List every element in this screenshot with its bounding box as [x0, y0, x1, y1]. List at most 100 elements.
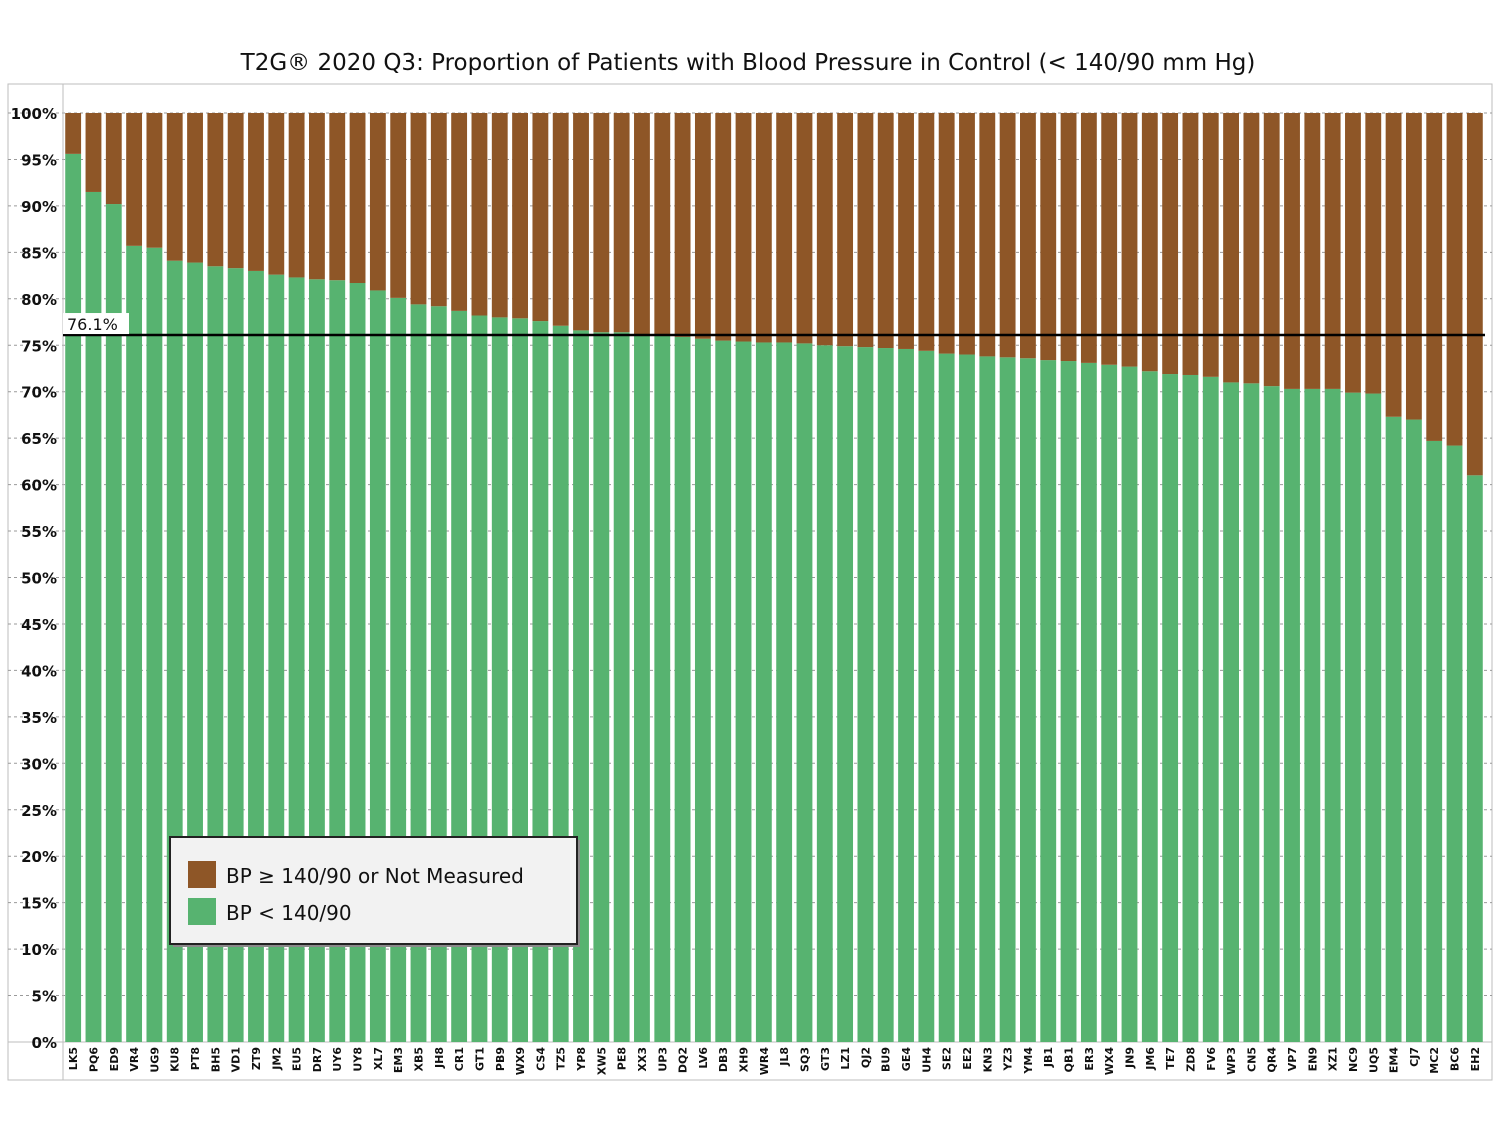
x-category-label: CS4	[534, 1047, 547, 1071]
bar-controlled	[735, 341, 752, 1042]
x-category-label: EE2	[961, 1047, 974, 1070]
bar-elevated	[471, 113, 488, 316]
bar-elevated	[999, 113, 1016, 358]
x-category-label: UP3	[656, 1047, 669, 1072]
bar-controlled	[126, 245, 143, 1043]
bar-elevated	[430, 113, 447, 307]
x-category-label: PQ6	[87, 1047, 100, 1072]
bar-controlled	[1182, 374, 1199, 1042]
bar-elevated	[1324, 113, 1341, 389]
bar-elevated	[166, 113, 183, 261]
bar-elevated	[898, 113, 914, 349]
x-category-label: BH5	[209, 1047, 222, 1072]
bar-controlled	[918, 350, 935, 1043]
bar-elevated	[1426, 113, 1443, 441]
bar-controlled	[1202, 376, 1219, 1042]
bar-elevated	[1345, 113, 1361, 393]
x-category-label: QJ2	[859, 1047, 872, 1068]
bar-elevated	[1182, 113, 1199, 375]
bar-elevated	[1405, 113, 1422, 420]
bar-elevated	[105, 113, 122, 205]
x-category-label: WX4	[1103, 1047, 1116, 1076]
bar-controlled	[776, 342, 793, 1042]
y-tick-label: 65%	[21, 430, 57, 448]
legend-label-controlled: BP < 140/90	[226, 901, 352, 925]
bar-controlled	[999, 357, 1016, 1042]
bar-controlled	[1040, 360, 1057, 1042]
x-category-label: JM6	[1144, 1047, 1157, 1071]
x-category-label: XW5	[595, 1047, 608, 1075]
x-category-label: ED9	[108, 1047, 121, 1071]
bar-elevated	[146, 113, 163, 248]
bar-controlled	[1324, 388, 1341, 1043]
bar-elevated	[735, 113, 752, 342]
bar-elevated	[268, 113, 285, 275]
x-category-label: UY6	[331, 1047, 344, 1072]
bar-elevated	[227, 113, 244, 269]
y-tick-label: 10%	[21, 941, 57, 959]
bar-elevated	[410, 113, 427, 305]
x-category-label: KN3	[981, 1047, 994, 1072]
y-tick-label: 60%	[21, 477, 57, 495]
bar-elevated	[959, 113, 975, 355]
bar-controlled	[613, 332, 630, 1042]
bar-elevated	[634, 113, 650, 336]
y-tick-label: 50%	[21, 570, 57, 588]
bar-elevated	[1263, 113, 1280, 387]
x-category-label: SQ3	[798, 1047, 811, 1072]
x-category-label: EU5	[291, 1047, 304, 1071]
bar-controlled	[1365, 393, 1382, 1043]
x-category-label: VD1	[230, 1047, 243, 1072]
x-category-label: WP3	[1225, 1047, 1238, 1075]
x-category-label: VR4	[128, 1047, 141, 1072]
bar-elevated	[674, 113, 691, 337]
bar-elevated	[918, 113, 935, 351]
bar-elevated	[1223, 113, 1239, 383]
bar-controlled	[1345, 392, 1361, 1042]
bar-controlled	[1243, 383, 1260, 1042]
x-category-label: XB5	[413, 1047, 426, 1072]
y-tick-label: 5%	[32, 988, 57, 1006]
bar-elevated	[451, 113, 468, 311]
average-reference: 76.1%	[63, 313, 1485, 337]
x-category-label: PB9	[494, 1047, 507, 1071]
x-category-label: SE2	[941, 1047, 954, 1070]
bar-controlled	[85, 191, 102, 1043]
bar-elevated	[207, 113, 224, 267]
bar-controlled	[755, 342, 772, 1042]
bar-elevated	[1101, 113, 1118, 365]
average-label-background	[63, 313, 129, 335]
bar-controlled	[857, 347, 874, 1042]
bar-elevated	[796, 113, 813, 344]
y-tick-label: 15%	[21, 895, 57, 913]
x-category-label: BU9	[880, 1047, 893, 1072]
bar-elevated	[85, 113, 102, 192]
x-category-label: EM3	[392, 1047, 405, 1073]
bar-elevated	[877, 113, 894, 349]
bar-controlled	[796, 343, 813, 1043]
average-reference-label: 76.1%	[67, 315, 118, 334]
x-category-label: CN5	[1245, 1047, 1258, 1072]
y-tick-label: 20%	[21, 848, 57, 866]
y-tick-label: 95%	[21, 151, 57, 169]
y-tick-label: 85%	[21, 244, 57, 262]
bar-elevated	[1040, 113, 1057, 361]
bar-elevated	[1385, 113, 1402, 417]
x-category-label: LV6	[697, 1047, 710, 1069]
bar-controlled	[1405, 419, 1422, 1042]
bar-elevated	[248, 113, 264, 271]
bar-controlled	[979, 356, 996, 1042]
bar-elevated	[491, 113, 508, 318]
x-category-label: DR7	[311, 1047, 324, 1072]
x-category-label: CJ7	[1408, 1047, 1421, 1067]
bar-controlled	[1060, 361, 1077, 1043]
bar-controlled	[959, 354, 975, 1042]
bar-elevated	[1121, 113, 1138, 367]
bar-elevated	[816, 113, 833, 346]
bar-elevated	[309, 113, 325, 280]
x-category-label: YZ3	[1002, 1047, 1015, 1072]
bar-elevated	[1466, 113, 1483, 476]
bar-elevated	[593, 113, 610, 333]
x-category-label: ZT9	[250, 1047, 263, 1070]
x-category-label: JB1	[1042, 1047, 1055, 1068]
